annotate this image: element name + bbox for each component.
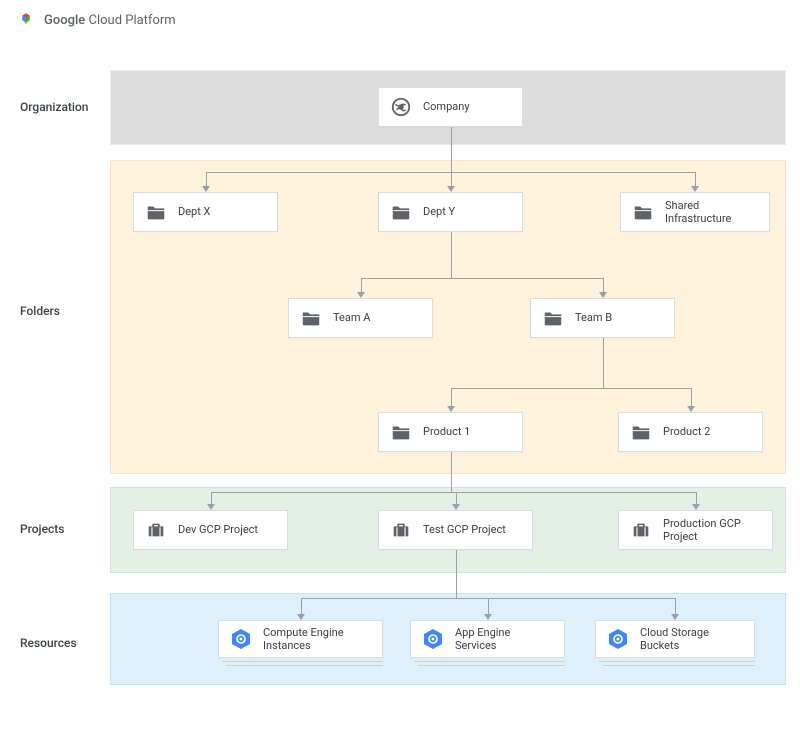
- brand-google: Google: [44, 13, 85, 28]
- node-label: Test GCP Project: [423, 523, 522, 536]
- globe-icon: [389, 95, 413, 119]
- node-label: Product 1: [423, 425, 512, 438]
- card-shadow: [603, 665, 755, 666]
- folder-icon: [144, 200, 168, 224]
- arrow-icon: [599, 292, 607, 298]
- connector-line: [361, 278, 603, 279]
- node-testgcp: Test GCP Project: [378, 510, 533, 550]
- node-label: Production GCP Project: [663, 517, 762, 543]
- connector-line: [451, 388, 691, 389]
- arrow-icon: [671, 614, 679, 620]
- arrow-icon: [207, 504, 215, 510]
- node-label: Cloud Storage Buckets: [640, 626, 744, 652]
- connector-line: [451, 388, 452, 408]
- arrow-icon: [484, 614, 492, 620]
- node-teama: Team A: [288, 298, 433, 338]
- folder-icon: [629, 420, 653, 444]
- gcp-logo-icon: [14, 8, 38, 32]
- node-compute: Compute Engine Instances: [218, 620, 383, 658]
- node-label: Team A: [333, 311, 422, 324]
- arrow-icon: [452, 504, 460, 510]
- node-label: Dept Y: [423, 205, 512, 218]
- node-depty: Dept Y: [378, 192, 523, 232]
- node-label: Team B: [575, 311, 664, 324]
- card-shadow: [222, 661, 383, 662]
- node-prodgcp: Production GCP Project: [618, 510, 773, 550]
- connector-line: [451, 452, 452, 492]
- connector-line: [603, 338, 604, 388]
- folder-icon: [631, 200, 655, 224]
- node-company: Company: [378, 87, 523, 127]
- suitcase-icon: [629, 518, 653, 542]
- section-label-org: Organization: [20, 100, 88, 114]
- node-label: Compute Engine Instances: [263, 626, 372, 652]
- node-label: Shared Infrastructure: [665, 199, 759, 225]
- arrow-icon: [447, 186, 455, 192]
- connector-line: [451, 232, 452, 278]
- section-label-folders: Folders: [20, 304, 60, 318]
- arrow-icon: [692, 504, 700, 510]
- gcp-brand-text: Google Cloud Platform: [44, 13, 176, 28]
- node-deptx: Dept X: [133, 192, 278, 232]
- arrow-icon: [297, 614, 305, 620]
- node-label: Product 2: [663, 425, 752, 438]
- hex-icon: [229, 627, 253, 651]
- arrow-icon: [447, 406, 455, 412]
- node-teamb: Team B: [530, 298, 675, 338]
- section-label-projects: Projects: [20, 522, 64, 536]
- hex-icon: [606, 627, 630, 651]
- node-label: Dev GCP Project: [178, 523, 277, 536]
- node-label: Company: [423, 100, 512, 113]
- card-shadow: [599, 661, 755, 662]
- diagram-stage: Organization Folders Projects Resources Com…: [0, 32, 800, 730]
- brand-cloud: Cloud: [85, 13, 125, 28]
- card-shadow: [226, 665, 383, 666]
- connector-line: [691, 388, 692, 408]
- connector-line: [456, 550, 457, 598]
- node-label: App Engine Services: [455, 626, 554, 652]
- node-appengine: App Engine Services: [410, 620, 565, 658]
- arrow-icon: [687, 406, 695, 412]
- node-shared: Shared Infrastructure: [620, 192, 770, 232]
- node-label: Dept X: [178, 205, 267, 218]
- connector-line: [211, 492, 696, 493]
- suitcase-icon: [144, 518, 168, 542]
- folder-icon: [389, 420, 413, 444]
- arrow-icon: [202, 186, 210, 192]
- node-prod1: Product 1: [378, 412, 523, 452]
- folder-icon: [541, 306, 565, 330]
- brand-platform: Platform: [125, 13, 175, 28]
- arrow-icon: [357, 292, 365, 298]
- card-shadow: [414, 661, 565, 662]
- suitcase-icon: [389, 518, 413, 542]
- node-prod2: Product 2: [618, 412, 763, 452]
- connector-line: [451, 127, 452, 172]
- section-label-resources: Resources: [20, 636, 77, 650]
- node-storage: Cloud Storage Buckets: [595, 620, 755, 658]
- node-devgcp: Dev GCP Project: [133, 510, 288, 550]
- hex-icon: [421, 627, 445, 651]
- folder-icon: [389, 200, 413, 224]
- folder-icon: [299, 306, 323, 330]
- card-shadow: [418, 665, 565, 666]
- arrow-icon: [691, 186, 699, 192]
